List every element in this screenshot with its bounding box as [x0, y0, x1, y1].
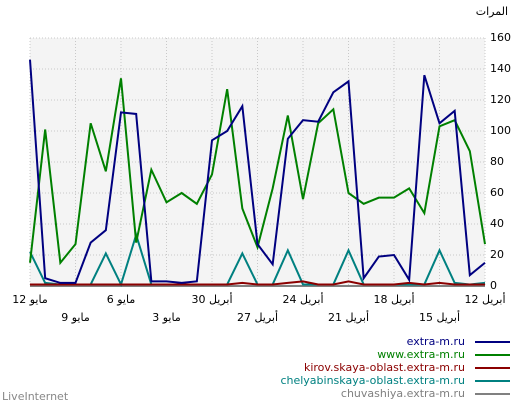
legend-label: chelyabinskaya-oblast.extra-m.ru — [280, 374, 465, 387]
x-tick-label: 12 مايو — [12, 293, 48, 306]
x-tick-label: 21 أبريل — [328, 310, 369, 324]
y-tick-label: 80 — [490, 155, 504, 168]
x-tick-label: 3 مايو — [152, 311, 181, 324]
series-line — [29, 78, 486, 266]
x-tick-label: 9 مايو — [61, 311, 90, 324]
legend-label: extra-m.ru — [407, 335, 465, 348]
x-tick-label: 15 أبريل — [419, 310, 460, 324]
series-line — [29, 59, 486, 284]
y-tick-label: 160 — [490, 31, 511, 44]
y-tick-label: 0 — [490, 279, 497, 292]
x-tick-label: 30 أبريل — [191, 292, 232, 306]
y-tick-label: 120 — [490, 93, 511, 106]
y-axis-label: المرات — [476, 5, 508, 18]
legend-label: chuvashiya.extra-m.ru — [341, 387, 465, 400]
x-tick-label: 27 أبريل — [237, 310, 278, 324]
x-tick-label: 12 أبريل — [464, 292, 505, 306]
y-tick-label: 140 — [490, 62, 511, 75]
x-tick-label: 18 أبريل — [373, 292, 414, 306]
footer: LiveInternet — [2, 390, 69, 403]
series-line — [30, 280, 485, 286]
y-tick-label: 20 — [490, 248, 504, 261]
y-tick-label: 40 — [490, 217, 504, 230]
y-tick-label: 100 — [490, 124, 511, 137]
legend-label: www.extra-m.ru — [377, 348, 465, 361]
y-tick-label: 60 — [490, 186, 504, 199]
x-tick-label: 24 أبريل — [282, 292, 323, 306]
legend-label: kirov.skaya-oblast.extra-m.ru — [304, 361, 465, 374]
x-tick-label: 6 مايو — [107, 293, 136, 306]
